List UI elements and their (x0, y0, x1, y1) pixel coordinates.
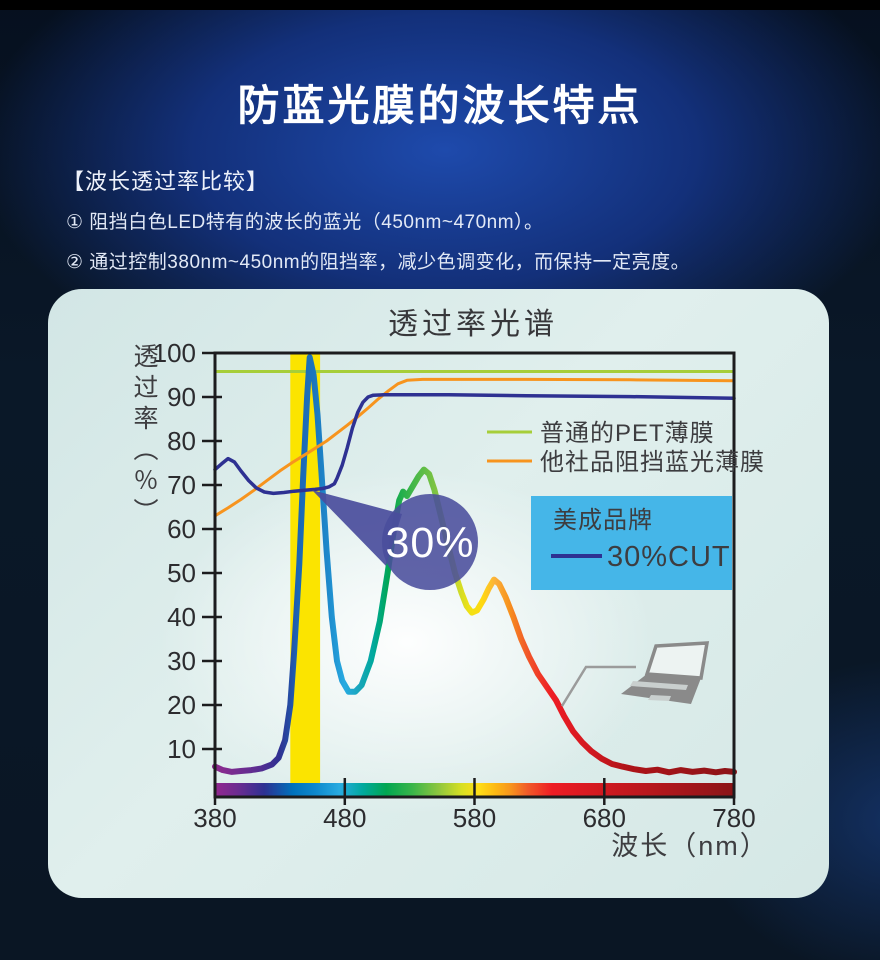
bullet-point-2: ② 通过控制380nm~450nm的阻挡率，减少色调变化，而保持一定亮度。 (66, 252, 691, 273)
chart-panel (48, 289, 829, 898)
section-heading: 【波长透过率比较】 (62, 169, 270, 194)
page-title: 防蓝光膜的波长特点 (237, 82, 643, 129)
y-axis-label: 透过率（％） (130, 343, 158, 529)
bullet-point-1: ① 阻挡白色LED特有的波长的蓝光（450nm~470nm）。 (66, 212, 544, 233)
top-black-bar (0, 0, 880, 10)
